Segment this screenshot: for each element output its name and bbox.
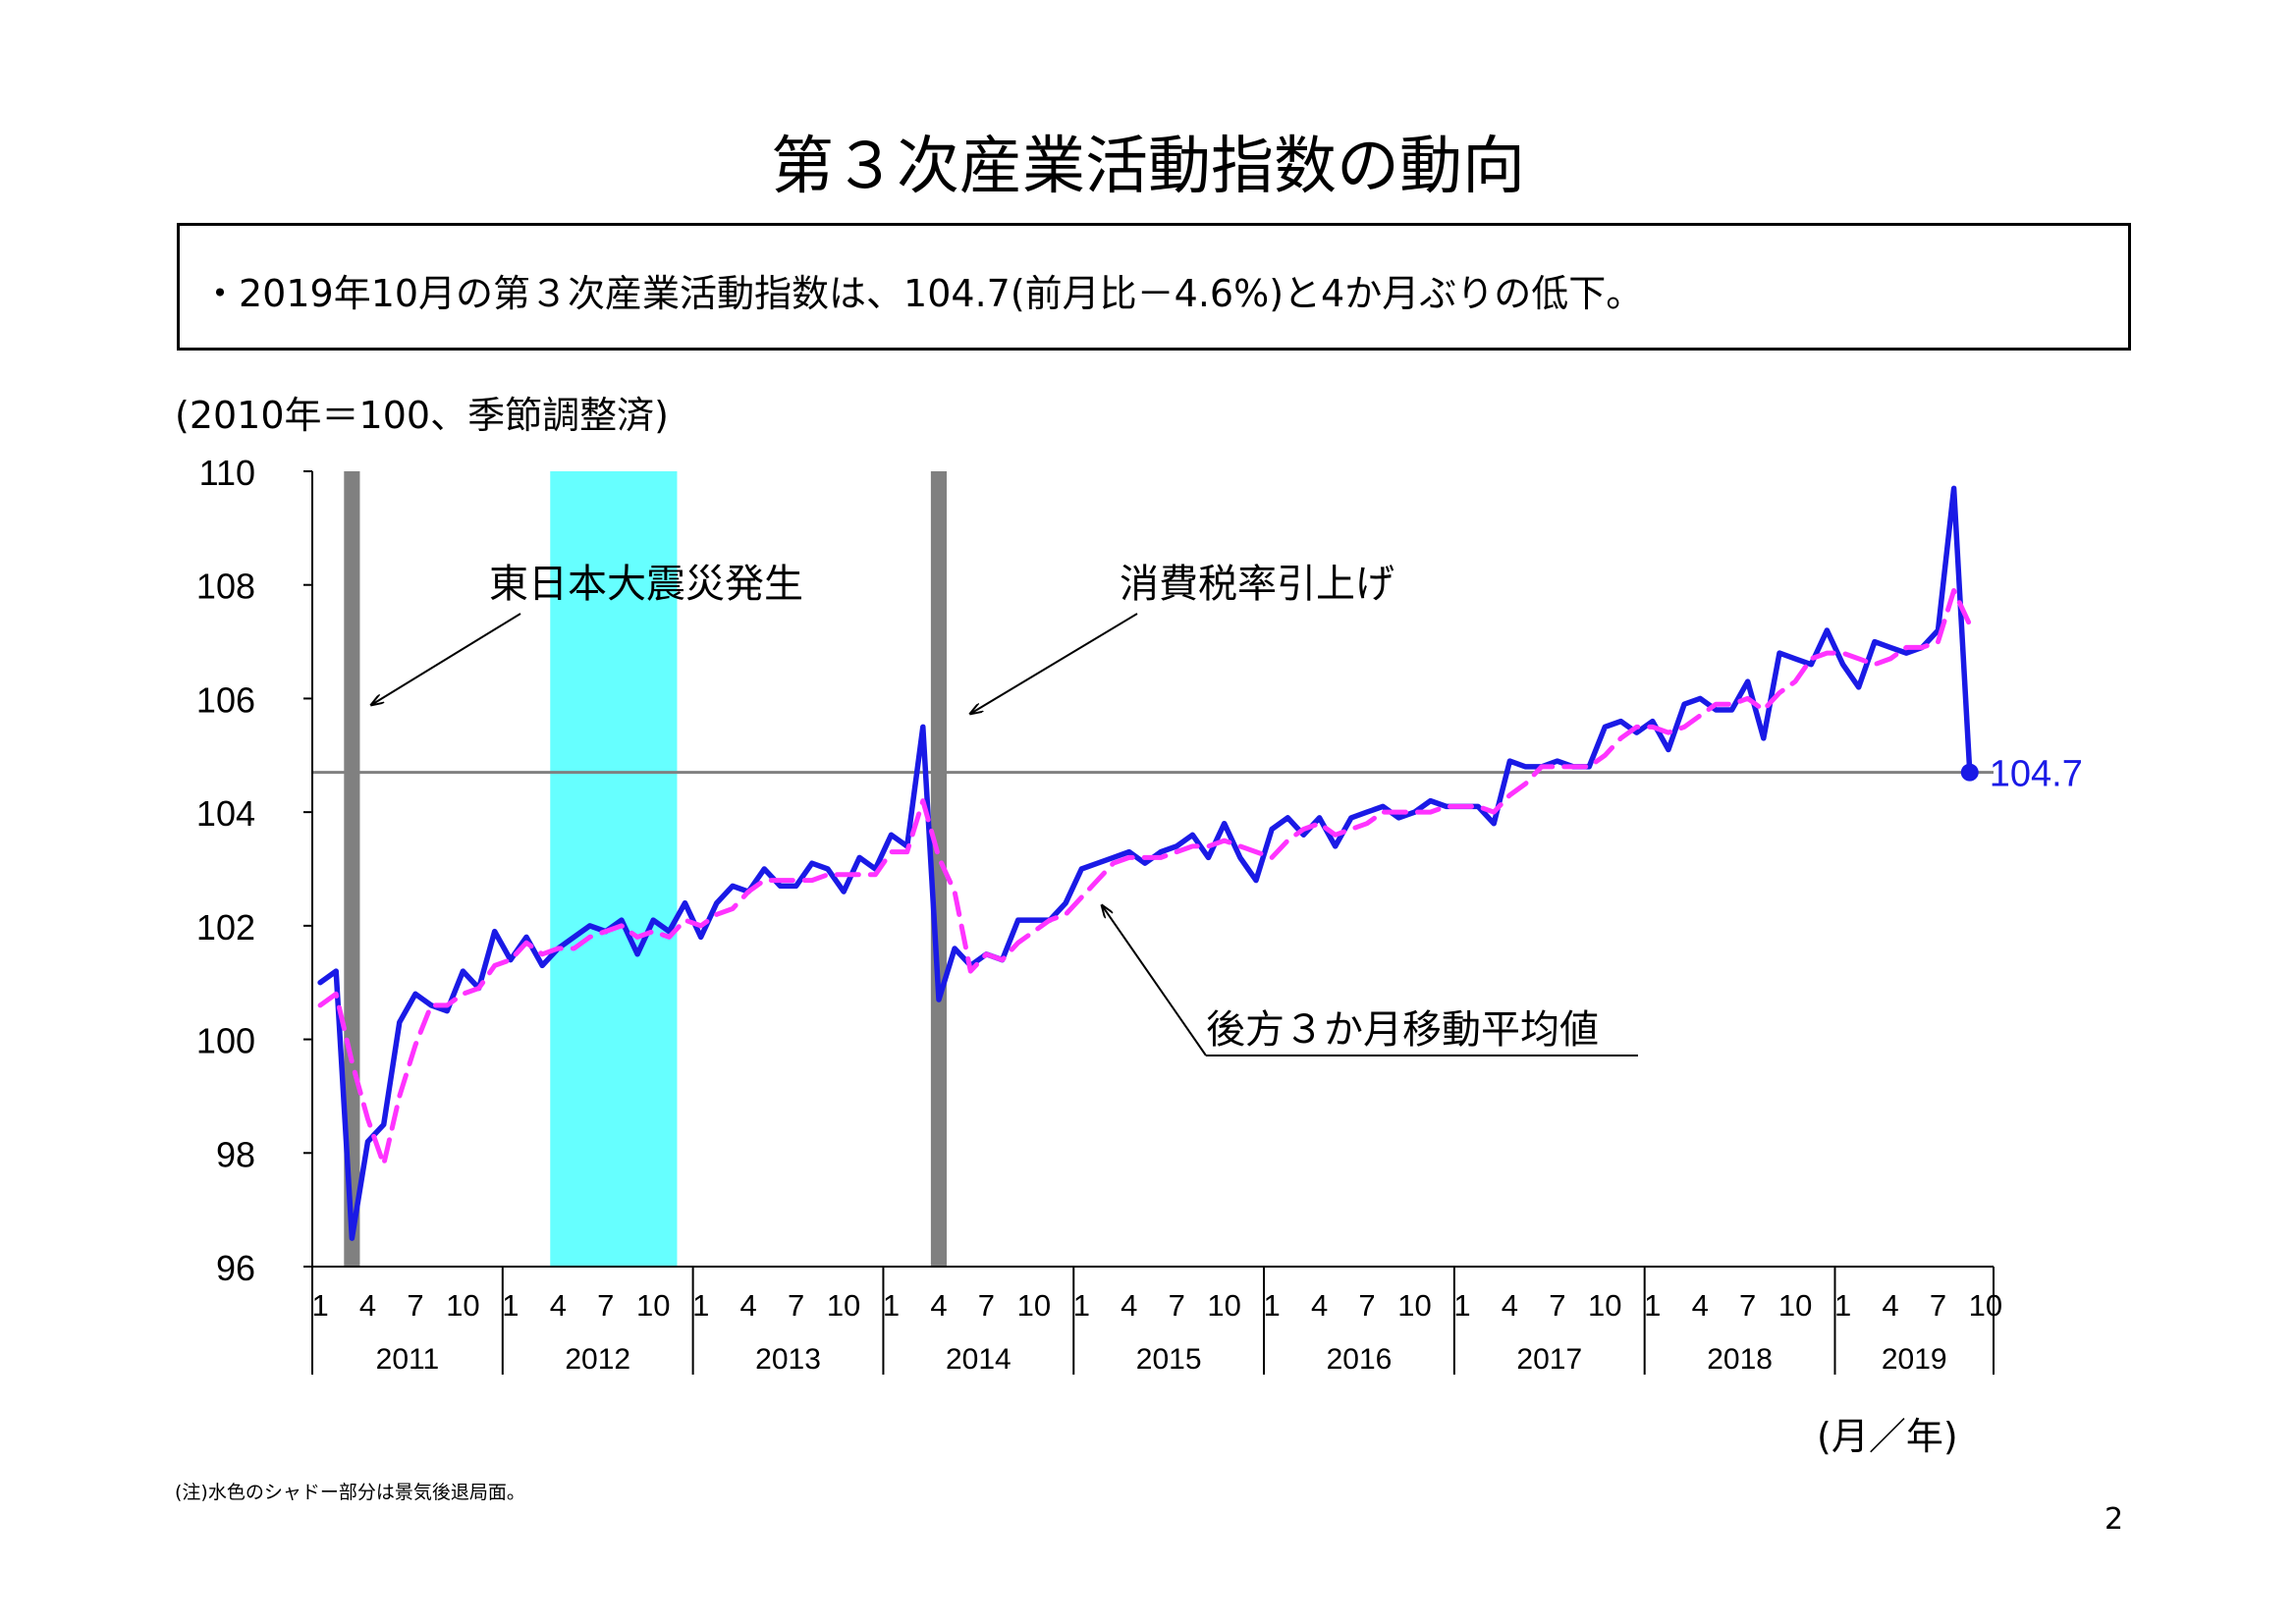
month-tick-label: 7 bbox=[788, 1288, 804, 1323]
month-tick-label: 7 bbox=[597, 1288, 614, 1323]
summary-text: ・2019年10月の第３次産業活動指数は、104.7(前月比－4.6%)と4か月… bbox=[201, 272, 1644, 315]
latest-point-marker bbox=[1960, 763, 1979, 782]
annotation-moving-average: 後方３か月移動平均値 bbox=[1206, 1008, 1599, 1052]
annotation-earthquake: 東日本大震災発生 bbox=[489, 563, 803, 606]
month-tick-label: 1 bbox=[1644, 1288, 1661, 1323]
month-tick-label: 4 bbox=[1692, 1288, 1709, 1323]
y-tick-label: 102 bbox=[196, 907, 255, 947]
moving-average-line bbox=[317, 588, 1973, 1167]
month-tick-label: 4 bbox=[1882, 1288, 1898, 1323]
month-tick-label: 7 bbox=[1930, 1288, 1946, 1323]
month-tick-label: 10 bbox=[1397, 1288, 1431, 1323]
unit-note: (2010年＝100、季節調整済) bbox=[175, 394, 669, 437]
year-label: 2011 bbox=[376, 1343, 440, 1376]
footnote: (注)水色のシャドー部分は景気後退局面。 bbox=[175, 1482, 525, 1503]
month-tick-label: 1 bbox=[692, 1288, 709, 1323]
event-bar-0 bbox=[344, 471, 360, 1267]
year-label: 2019 bbox=[1882, 1343, 1947, 1376]
month-tick-label: 10 bbox=[1778, 1288, 1812, 1323]
index-line bbox=[317, 485, 1973, 1241]
month-tick-label: 10 bbox=[636, 1288, 670, 1323]
month-tick-label: 1 bbox=[311, 1288, 328, 1323]
month-tick-label: 4 bbox=[1121, 1288, 1137, 1323]
event-bar-2 bbox=[930, 471, 948, 1267]
y-tick-label: 104 bbox=[196, 793, 255, 834]
month-tick-label: 4 bbox=[1311, 1288, 1328, 1323]
month-tick-label: 1 bbox=[1453, 1288, 1470, 1323]
year-label: 2015 bbox=[1136, 1343, 1202, 1376]
y-tick-label: 106 bbox=[196, 679, 255, 720]
month-tick-label: 1 bbox=[1834, 1288, 1851, 1323]
year-label: 2018 bbox=[1707, 1343, 1773, 1376]
recession-shade bbox=[550, 471, 678, 1267]
y-tick-label: 96 bbox=[216, 1248, 255, 1288]
month-tick-label: 4 bbox=[740, 1288, 757, 1323]
year-label: 2012 bbox=[565, 1343, 630, 1376]
year-label: 2014 bbox=[946, 1343, 1011, 1376]
latest-value-label: 104.7 bbox=[1990, 754, 2083, 795]
year-label: 2016 bbox=[1327, 1343, 1393, 1376]
month-tick-label: 4 bbox=[1502, 1288, 1518, 1323]
month-tick-label: 1 bbox=[883, 1288, 900, 1323]
y-tick-label: 100 bbox=[196, 1021, 255, 1061]
month-tick-label: 7 bbox=[1549, 1288, 1565, 1323]
month-tick-label: 1 bbox=[502, 1288, 519, 1323]
year-label: 2013 bbox=[755, 1343, 821, 1376]
page-title: 第３次産業活動指数の動向 bbox=[771, 131, 1525, 203]
annotation-moving-average-arrow bbox=[1102, 905, 1207, 1056]
month-tick-label: 4 bbox=[550, 1288, 567, 1323]
month-tick-label: 7 bbox=[978, 1288, 995, 1323]
month-tick-label: 10 bbox=[1017, 1288, 1051, 1323]
month-tick-label: 10 bbox=[827, 1288, 860, 1323]
y-tick-label: 108 bbox=[196, 567, 255, 607]
month-tick-label: 7 bbox=[1169, 1288, 1185, 1323]
month-tick-label: 4 bbox=[359, 1288, 376, 1323]
month-tick-label: 7 bbox=[407, 1288, 423, 1323]
annotation-tax-hike: 消費税率引上げ bbox=[1120, 563, 1394, 606]
month-tick-label: 4 bbox=[930, 1288, 947, 1323]
month-tick-label: 10 bbox=[1588, 1288, 1621, 1323]
page-number: 2 bbox=[2105, 1502, 2124, 1537]
y-tick-label: 98 bbox=[216, 1134, 255, 1174]
month-tick-label: 10 bbox=[1969, 1288, 2002, 1323]
month-tick-label: 10 bbox=[446, 1288, 479, 1323]
x-axis-unit: (月／年) bbox=[1817, 1415, 1958, 1458]
month-tick-label: 7 bbox=[1358, 1288, 1375, 1323]
month-tick-label: 10 bbox=[1207, 1288, 1240, 1323]
month-tick-label: 7 bbox=[1739, 1288, 1756, 1323]
y-tick-label: 110 bbox=[199, 453, 255, 493]
year-label: 2017 bbox=[1516, 1343, 1582, 1376]
month-tick-label: 1 bbox=[1073, 1288, 1090, 1323]
annotation-earthquake-arrow bbox=[371, 613, 521, 705]
month-tick-label: 1 bbox=[1264, 1288, 1281, 1323]
summary-box: ・2019年10月の第３次産業活動指数は、104.7(前月比－4.6%)と4か月… bbox=[177, 223, 2131, 351]
annotation-tax-hike-arrow bbox=[970, 613, 1138, 714]
